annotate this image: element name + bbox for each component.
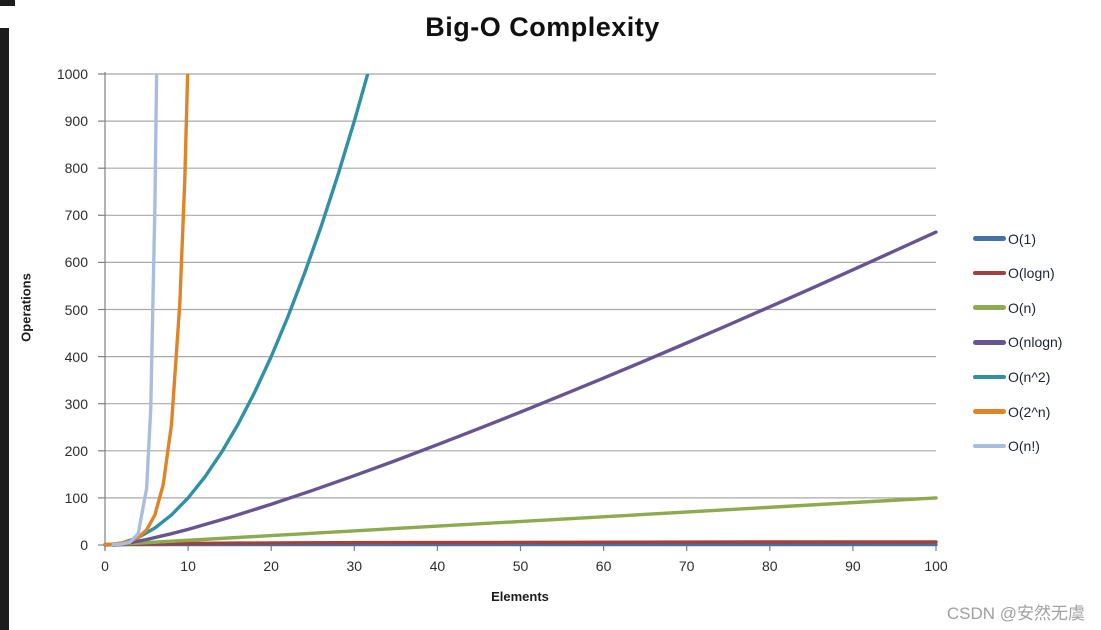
legend-label: O(2^n) — [1008, 403, 1051, 420]
grid-and-axes — [98, 72, 937, 551]
y-tick-label-200: 200 — [64, 442, 88, 459]
legend-item-O(n^2): O(n^2) — [973, 367, 1050, 386]
series-layer — [103, 74, 938, 547]
legend-swatch-icon — [973, 443, 1006, 449]
legend-swatch-icon — [973, 236, 1006, 241]
x-tick-label-100: 100 — [924, 558, 948, 574]
series-line-O(n) — [103, 496, 938, 547]
x-tick-label-0: 0 — [101, 558, 109, 574]
x-tick-label-60: 60 — [595, 558, 612, 574]
legend-label: O(nlogn) — [1008, 334, 1063, 351]
x-tick-label-50: 50 — [512, 558, 529, 574]
x-tick-label-20: 20 — [263, 558, 279, 574]
legend-item-O(nlogn): O(nlogn) — [973, 333, 1062, 352]
corner-mark — [0, 0, 15, 6]
legend-item-O(n): O(n) — [973, 298, 1036, 317]
legend: O(1) O(logn) O(n) O(nlogn) O(n^2) O(2^n) O(n!) — [973, 0, 1101, 630]
y-tick-label-900: 900 — [64, 113, 88, 130]
series-line-O(n!) — [111, 74, 159, 547]
y-tick-label-0: 0 — [80, 537, 88, 553]
y-tick-label-500: 500 — [64, 301, 88, 318]
x-tick-label-80: 80 — [762, 558, 778, 574]
x-tick-label-70: 70 — [678, 558, 695, 574]
y-tick-label-400: 400 — [64, 348, 88, 365]
legend-label: O(n!) — [1008, 438, 1040, 455]
watermark: CSDN @安然无虞 — [946, 604, 1085, 623]
legend-label: O(logn) — [1008, 265, 1055, 282]
x-axis-title: Elements — [491, 589, 549, 604]
legend-swatch-icon — [973, 409, 1006, 414]
legend-swatch-icon — [973, 270, 1006, 276]
legend-item-O(2^n): O(2^n) — [973, 402, 1050, 421]
chart-title: Big-O Complexity — [425, 12, 660, 42]
y-tick-label-600: 600 — [64, 254, 88, 271]
x-tick-label-30: 30 — [346, 558, 363, 574]
y-tick-label-800: 800 — [64, 160, 88, 177]
legend-swatch-icon — [973, 305, 1006, 310]
y-tick-label-1000: 1000 — [56, 66, 88, 82]
y-tick-label-100: 100 — [64, 489, 88, 506]
legend-item-O(1): O(1) — [973, 229, 1036, 248]
series-line-O(n^2) — [103, 74, 370, 547]
series-line-O(nlogn) — [111, 230, 938, 547]
legend-swatch-icon — [973, 374, 1006, 380]
y-tick-label-700: 700 — [64, 207, 88, 224]
x-tick-label-90: 90 — [845, 558, 861, 574]
x-tick-label-10: 10 — [180, 558, 196, 574]
legend-label: O(n) — [1008, 299, 1036, 316]
x-tick-label-40: 40 — [429, 558, 446, 574]
left-edge-strip — [0, 28, 9, 630]
legend-item-O(n!): O(n!) — [973, 437, 1040, 456]
legend-swatch-icon — [973, 340, 1006, 345]
legend-label: O(n^2) — [1008, 368, 1051, 385]
y-tick-label-300: 300 — [64, 395, 88, 412]
legend-item-O(logn): O(logn) — [973, 264, 1055, 283]
legend-label: O(1) — [1008, 230, 1036, 247]
